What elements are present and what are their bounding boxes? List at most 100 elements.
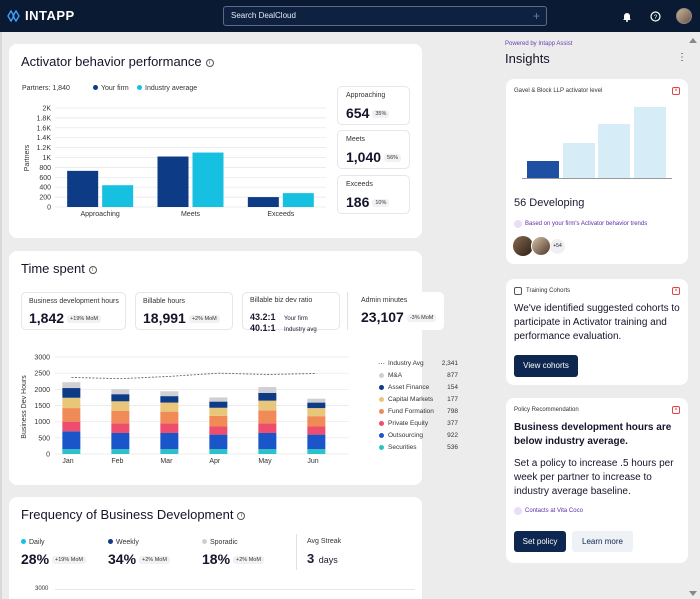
info-icon[interactable]: i [88,266,97,274]
freq-sporadic[interactable]: Sporadic 18% +2% MoM [202,537,292,573]
stack-segment[interactable] [258,392,277,401]
stack-segment[interactable] [209,449,228,454]
scroll-down-icon[interactable] [689,591,697,596]
left-edge [0,32,2,599]
avatar[interactable] [513,236,533,256]
legend-item[interactable]: Securities 536 [378,443,458,453]
legend-item[interactable]: Fund Formation 798 [378,407,458,417]
legend-item[interactable]: Capital Markets 177 [378,395,458,405]
close-icon[interactable]: × [672,87,680,95]
kpi-value: 23,107 [361,309,404,325]
info-icon[interactable]: i [237,512,246,520]
contacts-chip[interactable]: Contacts at Vita Coco [514,507,583,515]
stack-segment[interactable] [111,449,130,454]
help-icon[interactable]: ? [648,9,662,23]
bar-exceeds-industry[interactable] [282,193,314,207]
stack-segment[interactable] [111,423,130,433]
stack-segment[interactable] [160,396,179,403]
app-logo[interactable]: INTAPP [7,8,75,23]
stack-segment[interactable] [111,394,130,402]
stack-segment[interactable] [160,449,179,454]
legend-item[interactable]: Private Equity 377 [378,419,458,429]
avatar[interactable] [531,236,551,256]
scroll-up-icon[interactable] [689,38,697,43]
legend-item[interactable]: Asset Finance 154 [378,383,458,393]
stat-meets[interactable]: Meets 1,040 56% [337,130,410,169]
freq-weekly[interactable]: Weekly 34% +2% MoM [108,537,198,573]
stat-approaching[interactable]: Approaching 654 35% [337,86,410,125]
partners-count: Partners: 1,840 [22,85,70,92]
search-input[interactable]: Search DealCloud + [223,6,547,26]
bar-exceeds-firm[interactable] [247,197,279,207]
kpi-ratio[interactable]: Billable biz dev ratio 43.2:1 Your firm … [242,292,340,333]
stack-segment[interactable] [111,410,130,424]
stack-segment[interactable] [111,389,130,395]
stack-segment[interactable] [62,408,81,422]
x-tick-label: Jan [62,458,73,465]
stack-segment[interactable] [62,388,81,398]
kpi-admin-minutes[interactable]: Admin minutes 23,107 -3% MoM [354,292,444,330]
more-avatars-count[interactable]: +54 [550,239,565,254]
legend-item[interactable]: ⋯ Industry Avg 2,341 [378,359,458,369]
bar-meets-industry[interactable] [192,152,224,207]
trend-chip-label: Based on your firm's Activator behavior … [525,221,648,227]
stack-segment[interactable] [111,432,130,450]
stack-segment[interactable] [258,449,277,454]
stack-segment[interactable] [62,449,81,454]
stack-segment[interactable] [307,416,326,427]
freq-daily[interactable]: Daily 28% +19% MoM [21,537,111,573]
close-icon[interactable]: × [672,406,680,414]
kpi-bizdev-hours[interactable]: Business development hours 1,842 +19% MoM [21,292,126,330]
stack-segment[interactable] [111,401,130,411]
legend-dot [379,397,384,402]
stack-segment[interactable] [209,426,228,435]
stack-segment[interactable] [258,387,277,393]
stack-segment[interactable] [307,434,326,450]
stack-segment[interactable] [62,382,81,389]
legend-industry-dot [137,85,142,90]
stack-segment[interactable] [160,411,179,424]
stack-segment[interactable] [258,400,277,411]
legend-label: Asset Finance [388,384,430,391]
bell-icon[interactable] [620,9,634,23]
user-avatar[interactable] [676,8,692,24]
stack-segment[interactable] [258,423,277,433]
stack-segment[interactable] [62,421,81,432]
add-icon[interactable]: + [532,9,540,23]
stack-segment[interactable] [209,397,228,402]
close-icon[interactable]: × [672,287,680,295]
more-options-icon[interactable]: ⋮ [677,52,687,63]
legend-item[interactable]: M&A 877 [378,371,458,381]
set-policy-button[interactable]: Set policy [514,531,566,552]
stack-segment[interactable] [209,407,228,416]
trend-chip[interactable]: Based on your firm's Activator behavior … [514,220,647,228]
info-icon[interactable]: i [205,59,214,67]
stack-segment[interactable] [307,398,326,403]
bar-approaching-firm[interactable] [67,170,99,207]
scrollbar[interactable] [688,32,700,599]
stack-segment[interactable] [307,402,326,409]
kpi-delta: -3% MoM [406,314,437,322]
stack-segment[interactable] [160,423,179,433]
bar-approaching-industry[interactable] [102,185,134,207]
stack-segment[interactable] [209,434,228,450]
stack-segment[interactable] [307,426,326,435]
stack-segment[interactable] [62,431,81,450]
legend-item[interactable]: Outsourcing 922 [378,431,458,441]
stack-segment[interactable] [307,449,326,454]
kpi-billable-hours[interactable]: Billable hours 18,991 +2% MoM [135,292,233,330]
view-cohorts-button[interactable]: View cohorts [514,355,578,377]
stack-segment[interactable] [258,432,277,450]
stack-segment[interactable] [160,391,179,397]
stack-segment[interactable] [209,415,228,427]
stack-segment[interactable] [62,397,81,409]
stat-exceeds[interactable]: Exceeds 186 10% [337,175,410,214]
bar-meets-firm[interactable] [157,156,189,207]
stack-segment[interactable] [160,432,179,450]
freq-value: 34% [108,551,137,567]
learn-more-button[interactable]: Learn more [572,531,633,552]
stack-segment[interactable] [307,408,326,417]
stack-segment[interactable] [160,402,179,412]
stack-segment[interactable] [258,410,277,424]
stack-segment[interactable] [209,401,228,408]
